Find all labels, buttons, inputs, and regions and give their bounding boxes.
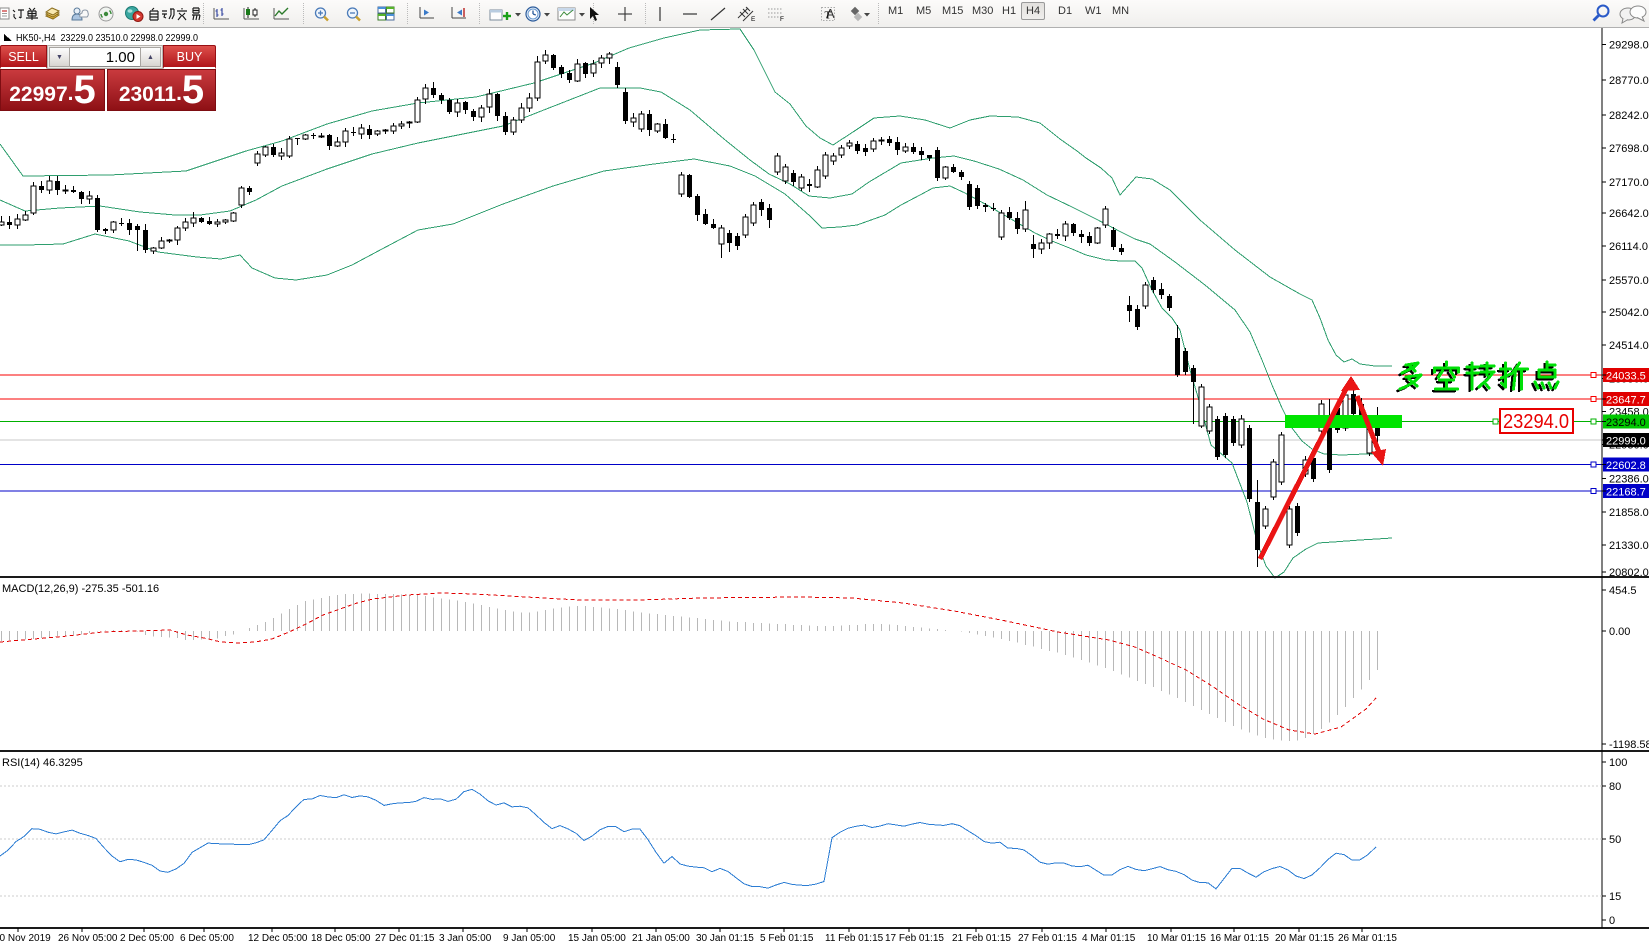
svg-text:F: F — [780, 16, 784, 22]
svg-text:15: 15 — [1609, 891, 1621, 903]
svg-text:E: E — [751, 16, 756, 22]
svg-text:4 Mar 01:15: 4 Mar 01:15 — [1082, 933, 1136, 944]
svg-text:RSI(14) 46.3295: RSI(14) 46.3295 — [2, 757, 83, 769]
svg-text:9 Jan 05:00: 9 Jan 05:00 — [503, 933, 556, 944]
svg-text:HK50-,H4 23229.0 23510.0 2299: HK50-,H4 23229.0 23510.0 22998.0 22999.0 — [16, 32, 198, 44]
svg-text:26 Nov 05:00: 26 Nov 05:00 — [58, 933, 118, 944]
svg-text:21858.0: 21858.0 — [1609, 507, 1649, 519]
svg-text:25570.0: 25570.0 — [1609, 275, 1649, 287]
svg-text:24514.0: 24514.0 — [1609, 340, 1649, 352]
svg-text:27 Dec 01:15: 27 Dec 01:15 — [375, 933, 435, 944]
svg-text:20 Mar 01:15: 20 Mar 01:15 — [1275, 933, 1334, 944]
svg-text:5 Feb 01:15: 5 Feb 01:15 — [760, 933, 814, 944]
svg-text:23294.0: 23294.0 — [1606, 417, 1646, 429]
svg-text:20 Nov 2019: 20 Nov 2019 — [0, 933, 51, 944]
svg-text:23647.7: 23647.7 — [1606, 395, 1646, 407]
svg-text:16 Mar 01:15: 16 Mar 01:15 — [1210, 933, 1269, 944]
svg-text:27 Feb 01:15: 27 Feb 01:15 — [1018, 933, 1077, 944]
svg-text:21 Jan 05:00: 21 Jan 05:00 — [632, 933, 690, 944]
svg-text:18 Dec 05:00: 18 Dec 05:00 — [311, 933, 371, 944]
svg-text:17 Feb 01:15: 17 Feb 01:15 — [885, 933, 944, 944]
svg-text:80: 80 — [1609, 781, 1621, 793]
svg-text:50: 50 — [1609, 834, 1621, 846]
svg-text:24033.5: 24033.5 — [1606, 371, 1646, 383]
svg-text:T: T — [825, 9, 832, 21]
svg-text:454.5: 454.5 — [1609, 585, 1637, 597]
svg-text:MACD(12,26,9) -275.35 -501.16: MACD(12,26,9) -275.35 -501.16 — [2, 583, 159, 595]
svg-text:28770.0: 28770.0 — [1609, 75, 1649, 87]
svg-text:25042.0: 25042.0 — [1609, 307, 1649, 319]
svg-text:29298.0: 29298.0 — [1609, 40, 1649, 52]
svg-text:2 Dec 05:00: 2 Dec 05:00 — [120, 933, 174, 944]
svg-text:27170.0: 27170.0 — [1609, 177, 1649, 189]
svg-text:6 Dec 05:00: 6 Dec 05:00 — [180, 933, 234, 944]
svg-text:21330.0: 21330.0 — [1609, 540, 1649, 552]
svg-text:12 Dec 05:00: 12 Dec 05:00 — [248, 933, 308, 944]
svg-text:-1198.58: -1198.58 — [1609, 739, 1649, 751]
svg-text:22168.7: 22168.7 — [1606, 487, 1646, 499]
svg-text:26642.0: 26642.0 — [1609, 208, 1649, 220]
svg-text:30 Jan 01:15: 30 Jan 01:15 — [696, 933, 754, 944]
svg-text:15 Jan 05:00: 15 Jan 05:00 — [568, 933, 626, 944]
svg-text:0: 0 — [1609, 915, 1615, 927]
svg-text:0.00: 0.00 — [1609, 626, 1630, 638]
svg-text:3 Jan 05:00: 3 Jan 05:00 — [439, 933, 492, 944]
svg-text:22386.0: 22386.0 — [1609, 474, 1649, 486]
svg-text:100: 100 — [1609, 757, 1627, 769]
svg-text:28242.0: 28242.0 — [1609, 110, 1649, 122]
svg-text:21 Feb 01:15: 21 Feb 01:15 — [952, 933, 1011, 944]
svg-text:22999.0: 22999.0 — [1606, 436, 1646, 448]
svg-text:27698.0: 27698.0 — [1609, 143, 1649, 155]
svg-text:22602.8: 22602.8 — [1606, 460, 1646, 472]
svg-text:10 Mar 01:15: 10 Mar 01:15 — [1147, 933, 1206, 944]
svg-text:26114.0: 26114.0 — [1609, 241, 1648, 253]
svg-text:11 Feb 01:15: 11 Feb 01:15 — [825, 933, 884, 944]
svg-text:26 Mar 01:15: 26 Mar 01:15 — [1338, 933, 1397, 944]
svg-text:23294.0: 23294.0 — [1503, 411, 1569, 433]
